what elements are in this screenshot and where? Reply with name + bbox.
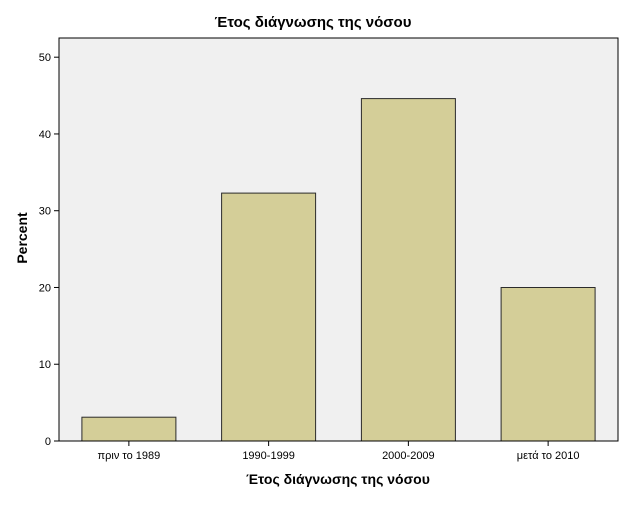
x-tick-label: 2000-2009 — [382, 450, 435, 462]
chart-title: Έτος διάγνωσης της νόσου — [215, 14, 412, 31]
x-tick-label: πριν το 1989 — [98, 450, 161, 462]
y-tick-label: 30 — [39, 206, 51, 218]
bar — [360, 98, 456, 442]
bar-group — [81, 98, 596, 442]
x-axis-title: Έτος διάγνωσης της νόσου — [246, 471, 430, 487]
x-tick-label: μετά το 2010 — [517, 450, 580, 462]
y-axis-title: Percent — [14, 212, 30, 264]
y-tick-label: 0 — [45, 436, 51, 448]
y-tick-label: 20 — [39, 282, 51, 294]
x-axis-ticks: πριν το 1989 1990-1999 2000-2009 μετά το 20… — [98, 441, 580, 462]
bar — [81, 416, 177, 442]
y-tick-label: 50 — [39, 52, 51, 64]
bar — [221, 192, 317, 442]
y-tick-label: 10 — [39, 359, 51, 371]
x-tick-label: 1990-1999 — [242, 450, 295, 462]
bar — [500, 287, 596, 442]
y-axis-ticks: 0 10 20 30 40 50 — [39, 52, 59, 448]
y-tick-label: 40 — [39, 129, 51, 141]
